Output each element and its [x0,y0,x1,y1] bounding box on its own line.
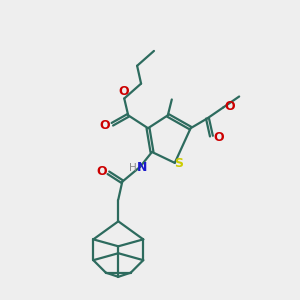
Text: O: O [99,119,110,132]
Text: O: O [118,85,129,98]
Text: H: H [129,163,137,173]
Text: S: S [174,158,183,170]
Text: O: O [213,130,224,144]
Text: N: N [137,161,147,174]
Text: O: O [224,100,235,113]
Text: O: O [96,165,107,178]
